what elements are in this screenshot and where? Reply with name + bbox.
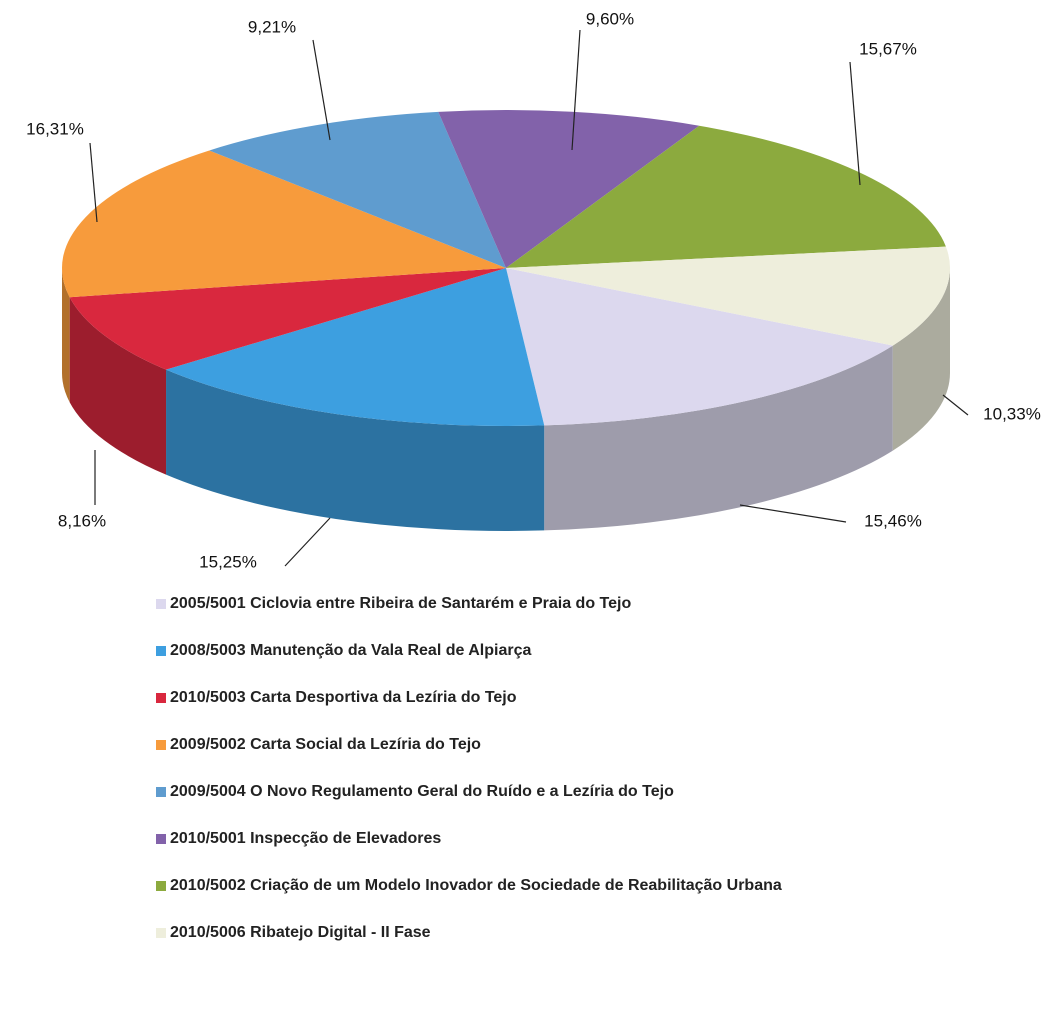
legend-swatch — [156, 881, 166, 891]
data-label: 16,31% — [26, 119, 84, 138]
legend-label: 2009/5004 O Novo Regulamento Geral do Ru… — [170, 783, 674, 800]
pie-slice — [506, 246, 951, 346]
legend-swatch — [156, 693, 166, 703]
legend-swatch — [156, 740, 166, 750]
pie-slice — [166, 268, 545, 426]
leader-line — [942, 394, 969, 416]
legend-label: 2005/5001 Ciclovia entre Ribeira de Sant… — [170, 595, 631, 612]
data-label: 15,46% — [864, 511, 922, 530]
legend-swatch — [156, 834, 166, 844]
legend-label: 2010/5002 Criação de um Modelo Inovador … — [170, 877, 782, 894]
pie-side — [892, 268, 950, 451]
leader-line — [284, 517, 331, 567]
data-label: 15,67% — [859, 39, 917, 58]
data-label: 10,33% — [983, 404, 1041, 423]
pie-slice — [69, 268, 507, 370]
leader-line — [571, 29, 581, 151]
leader-line — [89, 142, 98, 223]
leader-line — [739, 504, 847, 523]
pie-slice — [61, 150, 506, 298]
pie-side — [69, 297, 167, 475]
pie-slice — [438, 109, 700, 268]
data-label: 8,16% — [58, 511, 106, 530]
legend-label: 2010/5001 Inspecção de Elevadores — [170, 830, 441, 847]
pie-side — [62, 268, 70, 403]
pie-slice — [506, 125, 946, 268]
legend-label: 2010/5003 Carta Desportiva da Lezíria do… — [170, 689, 517, 706]
leader-line — [849, 61, 861, 186]
legend-swatch — [156, 928, 166, 938]
legend-label: 2008/5003 Manutenção da Vala Real de Alp… — [170, 642, 531, 659]
legend-swatch — [156, 787, 166, 797]
data-label: 9,21% — [248, 17, 296, 36]
legend-swatch — [156, 599, 166, 609]
legend-label: 2010/5006 Ribatejo Digital - II Fase — [170, 924, 431, 941]
data-label: 15,25% — [199, 552, 257, 571]
legend-swatch — [156, 646, 166, 656]
leader-line — [312, 39, 331, 141]
pie-slice — [209, 111, 506, 268]
pie-side — [166, 369, 545, 531]
pie-side — [544, 345, 893, 531]
legend-label: 2009/5002 Carta Social da Lezíria do Tej… — [170, 736, 481, 753]
pie-slice — [506, 268, 893, 426]
data-label: 9,60% — [586, 9, 634, 28]
